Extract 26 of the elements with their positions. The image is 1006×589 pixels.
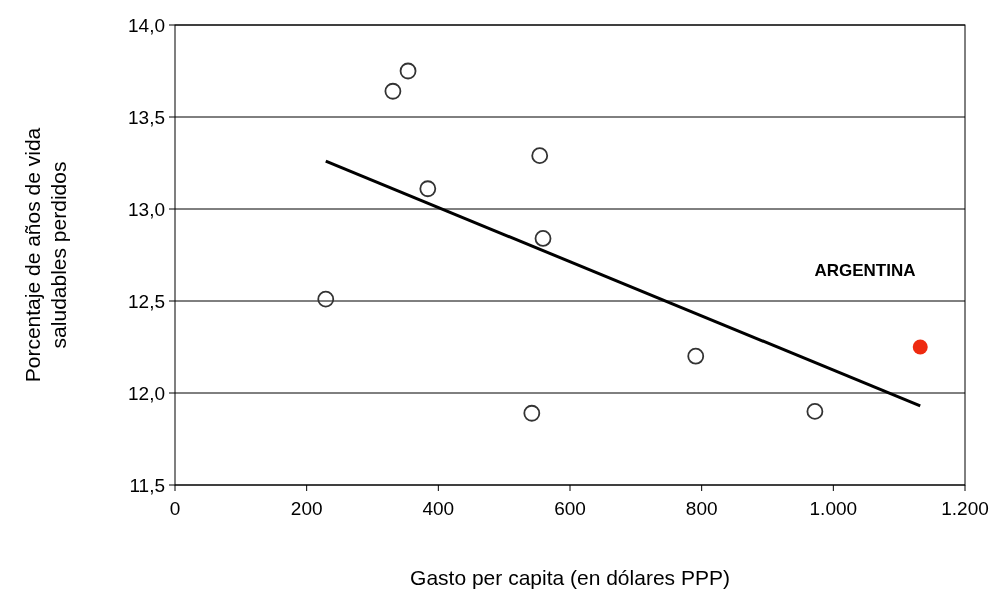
point (399, 62, 417, 80)
x-tick-label: 400 (422, 498, 455, 519)
x-tick-label: 200 (290, 498, 323, 519)
x-tick-label: 800 (685, 498, 718, 519)
annotation: ARGENTINA (814, 261, 916, 280)
y-tick-label: 13,0 (128, 199, 165, 220)
point (534, 230, 552, 247)
point (384, 82, 402, 100)
x-tick-label: 1.200 (941, 498, 989, 519)
y-tick-label: 12,5 (128, 291, 165, 312)
x-axis-title: Gasto per capita (en dólares PPP) (410, 566, 730, 589)
x-tick-label: 600 (554, 498, 586, 519)
x-tick-label: 1.000 (809, 498, 858, 519)
point (531, 147, 549, 165)
point (912, 339, 928, 355)
y-tick-label: 11,5 (129, 475, 165, 496)
y-axis-title: Porcentaje de años de vida saludables perdidos (21, 127, 70, 383)
point (419, 180, 437, 198)
y-tick-label: 14,0 (128, 15, 165, 36)
x-tick-label: 0 (169, 498, 181, 519)
y-tick-label: 12,0 (128, 383, 165, 404)
point (687, 347, 705, 365)
point (806, 403, 824, 420)
point (523, 404, 541, 422)
point (317, 290, 335, 308)
y-tick-label: 13,5 (128, 107, 165, 128)
